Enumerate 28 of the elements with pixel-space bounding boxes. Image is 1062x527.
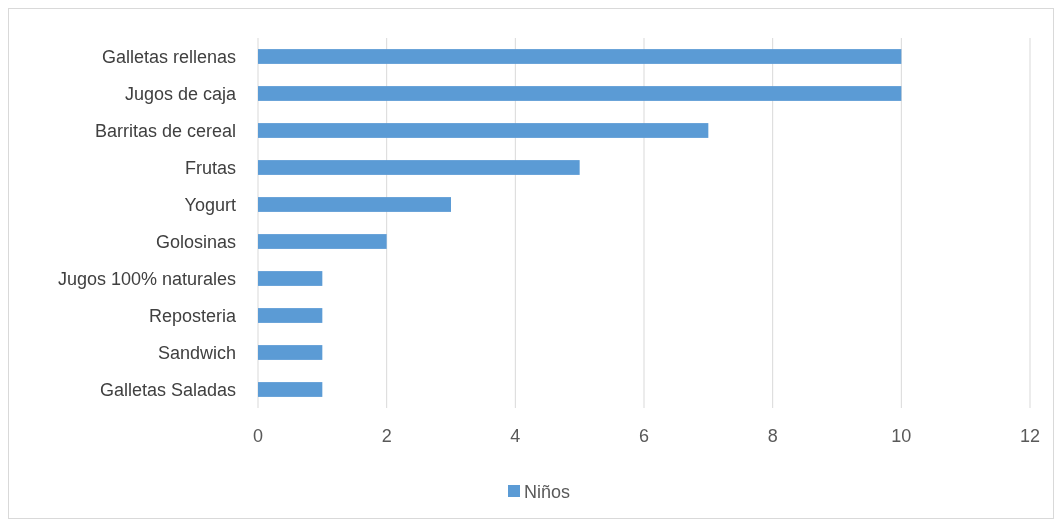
bar xyxy=(258,234,387,249)
y-tick-label: Jugos de caja xyxy=(124,83,237,104)
x-tick-label: 0 xyxy=(252,426,264,446)
bar xyxy=(258,382,323,397)
bar xyxy=(258,271,323,286)
y-tick-label: Yogurt xyxy=(184,194,236,215)
bar xyxy=(258,123,709,138)
bar xyxy=(258,197,451,212)
x-tick-label: 12 xyxy=(1019,426,1041,446)
bar xyxy=(258,49,902,64)
y-tick-label: Galletas Saladas xyxy=(99,379,236,400)
y-tick-label: Galletas rellenas xyxy=(101,46,236,67)
legend-label: Niños xyxy=(524,482,571,503)
x-tick-label: 6 xyxy=(638,426,650,446)
y-tick-label: Jugos 100% naturales xyxy=(57,268,236,289)
bar xyxy=(258,160,580,175)
x-tick-label: 10 xyxy=(891,426,912,446)
x-tick-label: 8 xyxy=(767,426,778,446)
y-tick-label: Reposteria xyxy=(148,305,237,326)
bar xyxy=(258,308,323,323)
y-tick-label: Sandwich xyxy=(157,342,236,363)
x-tick-label: 2 xyxy=(381,426,392,446)
bar xyxy=(258,86,902,101)
y-tick-label: Barritas de cereal xyxy=(94,120,236,141)
bar xyxy=(258,345,323,360)
x-tick-label: 4 xyxy=(510,426,521,446)
y-tick-label: Frutas xyxy=(184,157,236,178)
y-tick-label: Golosinas xyxy=(155,231,236,252)
